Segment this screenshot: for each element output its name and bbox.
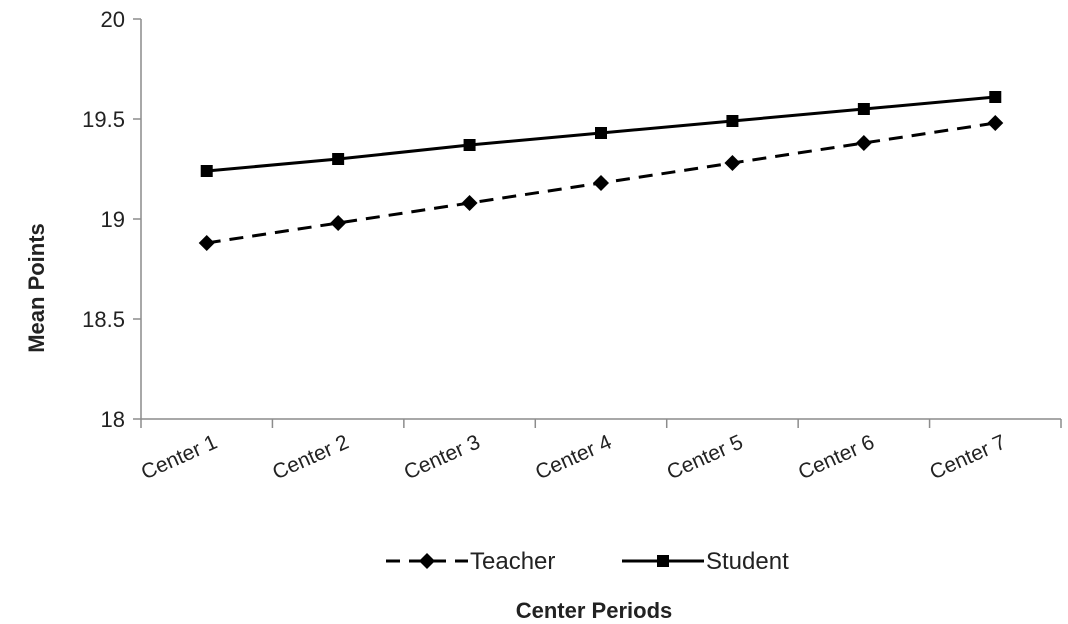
data-point [989, 91, 1002, 103]
legend-item-teacher: Teacher [386, 548, 555, 575]
legend-label: Teacher [470, 548, 555, 575]
y-axis-ticks: 18 18.5 19 19.5 20 [82, 7, 141, 432]
y-axis-title: Mean Points [24, 223, 49, 353]
data-point [593, 175, 609, 191]
series-student [200, 91, 1002, 177]
legend-marker [419, 553, 435, 569]
y-tick-label: 20 [101, 7, 125, 32]
y-tick-label: 18 [101, 407, 125, 432]
data-point [461, 195, 478, 211]
series-layer [198, 91, 1004, 251]
data-point [198, 235, 215, 251]
legend: Teacher Student [386, 548, 789, 575]
legend-label: Student [706, 548, 789, 575]
x-tick-label: Center 3 [401, 431, 484, 485]
x-tick-label: Center 4 [532, 430, 615, 484]
data-point [332, 153, 345, 165]
data-point [595, 127, 607, 139]
data-point [726, 115, 739, 127]
y-tick-label: 18.5 [82, 307, 125, 332]
x-tick-label: Center 6 [795, 431, 878, 485]
x-tick-label: Center 5 [664, 431, 747, 485]
x-axis-ticks: Center 1 Center 2 Center 3 Center 4 Center 5… [138, 419, 1062, 485]
axes [140, 19, 1061, 420]
y-tick-label: 19.5 [82, 107, 125, 132]
legend-marker [657, 555, 669, 567]
x-tick-label: Center 7 [926, 431, 1009, 485]
x-tick-label: Center 1 [138, 431, 221, 485]
data-point [855, 135, 872, 151]
data-point [987, 115, 1004, 131]
series-teacher [198, 115, 1004, 251]
data-point [463, 139, 476, 151]
legend-item-student: Student [622, 548, 789, 575]
data-point [330, 215, 347, 231]
data-point [200, 165, 213, 177]
x-axis-title: Center Periods [516, 598, 673, 623]
x-tick-label: Center 2 [269, 431, 352, 485]
y-tick-label: 19 [101, 207, 125, 232]
data-point [857, 103, 870, 115]
data-point [724, 155, 741, 171]
